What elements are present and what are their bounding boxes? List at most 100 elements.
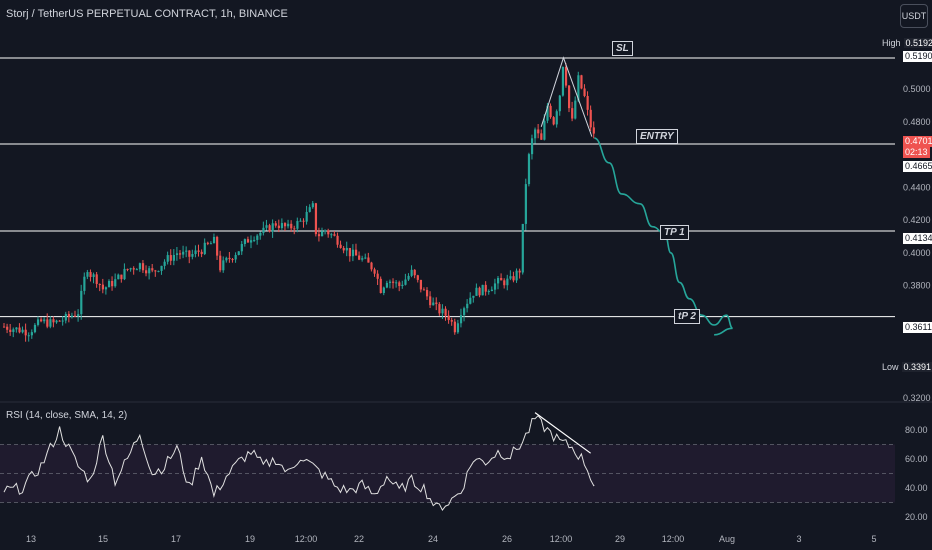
low-text: Low [882, 362, 899, 372]
candle-body [240, 243, 243, 252]
candle-body [577, 75, 580, 101]
tp1-annotation: TP 1 [660, 225, 689, 240]
candle-body [203, 242, 206, 255]
candle-body [206, 242, 209, 244]
candle-body [376, 273, 379, 279]
candle-body [175, 253, 179, 255]
candle-body [185, 250, 188, 252]
candle-body [46, 319, 49, 327]
candle-body [469, 297, 472, 304]
candle-body [3, 326, 6, 328]
candle-body [188, 250, 191, 257]
candle-body [379, 278, 382, 293]
candle-body [55, 320, 58, 323]
candle-body [83, 276, 86, 291]
price-tick-label: 0.4200 [903, 215, 931, 225]
candle-body [178, 253, 182, 255]
candle-body [74, 315, 77, 317]
candle-body [438, 304, 441, 314]
candle-body [589, 109, 592, 128]
candle-body [6, 326, 9, 330]
candle-body [305, 211, 308, 222]
candle-body [429, 296, 432, 306]
candle-body [472, 295, 475, 298]
candle-body [453, 321, 456, 333]
candle-body [274, 223, 277, 226]
candle-body [530, 138, 534, 155]
candle-body [250, 240, 253, 243]
tp2-annotation: tP 2 [674, 309, 700, 324]
candle-body [27, 335, 30, 337]
candle-body [111, 280, 114, 287]
candle-body [277, 225, 280, 229]
candle-body [222, 260, 225, 271]
rsi-tick-label: 20.00 [905, 512, 928, 522]
candle-body [172, 254, 176, 261]
candle-body [413, 269, 416, 276]
candle-body [225, 257, 228, 261]
candle-body [129, 268, 132, 270]
candle-body [463, 308, 466, 316]
candle-body [484, 284, 487, 292]
candle-body [166, 255, 169, 262]
candle-body [246, 239, 250, 243]
candle-body [555, 111, 558, 125]
candle-body [262, 227, 265, 233]
candle-body [40, 319, 43, 322]
candle-body [395, 282, 398, 284]
rsi-title: RSI (14, close, SMA, 14, 2) [6, 410, 128, 421]
time-tick-label: 13 [26, 534, 36, 544]
candle-body [407, 275, 410, 280]
sl-price-tag: 0.5190 [903, 51, 932, 62]
candle-body [101, 284, 104, 290]
candle-body [287, 223, 290, 227]
candle-body [324, 230, 327, 232]
candle-body [283, 223, 287, 227]
candle-body [364, 257, 367, 259]
candle-body [534, 129, 537, 139]
candle-body [317, 234, 321, 237]
candle-body [104, 287, 108, 290]
candle-body [200, 251, 203, 255]
candle-body [107, 280, 111, 288]
candle-body [506, 278, 509, 286]
candle-body [327, 230, 330, 235]
candle-body [219, 255, 222, 271]
time-tick-label: 15 [98, 534, 108, 544]
candle-body [401, 284, 404, 287]
candle-body [336, 235, 339, 245]
rsi-tick-label: 60.00 [905, 454, 928, 464]
price-tick-label: 0.4000 [903, 248, 931, 258]
candle-body [503, 280, 506, 286]
price-tick-label: 0.3800 [903, 281, 931, 291]
candle-body [527, 154, 531, 185]
candle-body [120, 274, 123, 280]
candle-body [422, 289, 426, 291]
candle-body [311, 203, 314, 208]
price-tick-label: 0.3200 [903, 393, 931, 403]
candle-body [478, 287, 481, 296]
candle-body [447, 315, 450, 321]
candle-body [475, 287, 478, 296]
candle-body [540, 133, 543, 140]
candle-body [160, 265, 163, 271]
currency-button[interactable]: USDT [900, 4, 928, 28]
candle-body [135, 269, 138, 271]
candle-body [80, 290, 83, 315]
current-price-tag: 0.4701 [903, 136, 932, 147]
candle-body [580, 75, 583, 89]
time-tick-label: 12:00 [295, 534, 318, 544]
candle-body [114, 279, 117, 287]
candle-body [592, 127, 595, 134]
candle-body [524, 184, 527, 224]
candle-body [330, 234, 333, 236]
candle-body [382, 287, 385, 293]
low-label: Low 0.3391 [882, 362, 932, 372]
candle-body [398, 282, 401, 287]
candle-body [546, 105, 549, 121]
candle-body [481, 284, 484, 296]
candle-body [290, 223, 293, 229]
candle-body [385, 282, 389, 288]
candle-body [490, 289, 494, 292]
